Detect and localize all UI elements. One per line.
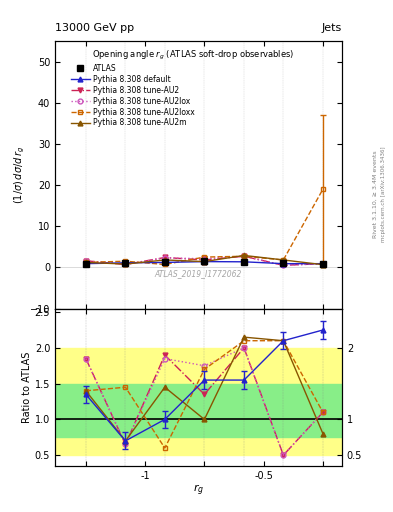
Text: Jets: Jets	[321, 23, 342, 33]
X-axis label: $r_g$: $r_g$	[193, 482, 204, 498]
Text: mcplots.cern.ch [arXiv:1306.3436]: mcplots.cern.ch [arXiv:1306.3436]	[381, 147, 386, 242]
Text: 13000 GeV pp: 13000 GeV pp	[55, 23, 134, 33]
Bar	[55, 348, 342, 455]
Bar	[55, 383, 342, 437]
Text: Opening angle $r_g$ (ATLAS soft-drop observables): Opening angle $r_g$ (ATLAS soft-drop obs…	[92, 49, 294, 62]
Legend: ATLAS, Pythia 8.308 default, Pythia 8.308 tune-AU2, Pythia 8.308 tune-AU2lox, Py: ATLAS, Pythia 8.308 default, Pythia 8.30…	[68, 61, 197, 131]
Y-axis label: $(1/\sigma)\,d\sigma/d\,r_g$: $(1/\sigma)\,d\sigma/d\,r_g$	[13, 145, 27, 204]
Text: ATLAS_2019_I1772062: ATLAS_2019_I1772062	[155, 269, 242, 278]
Text: Rivet 3.1.10, ≥ 3.4M events: Rivet 3.1.10, ≥ 3.4M events	[373, 151, 378, 239]
Y-axis label: Ratio to ATLAS: Ratio to ATLAS	[22, 352, 32, 423]
